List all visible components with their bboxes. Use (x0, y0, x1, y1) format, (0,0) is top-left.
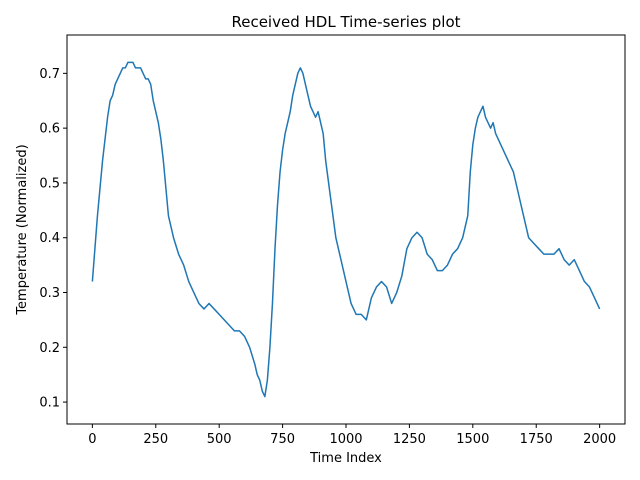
x-tick-label: 0 (88, 432, 96, 447)
y-axis-label: Temperature (Normalized) (15, 144, 30, 315)
x-tick-label: 250 (143, 432, 168, 447)
x-tick-label: 2000 (583, 432, 616, 447)
y-tick-label: 0.7 (39, 67, 60, 82)
plot-frame (66, 34, 626, 425)
y-tick-label: 0.1 (39, 396, 60, 411)
x-tick-label: 750 (270, 432, 295, 447)
y-axis: 0.1 0.2 0.3 0.4 0.5 0.6 0.7 (39, 67, 67, 411)
x-tick-label: 1000 (329, 432, 362, 447)
x-axis-label: Time Index (309, 451, 382, 466)
y-tick-label: 0.5 (39, 176, 60, 191)
x-tick-label: 500 (207, 432, 232, 447)
y-tick-label: 0.2 (39, 341, 60, 356)
series-line-0 (91, 61, 601, 398)
x-tick-label: 1250 (393, 432, 426, 447)
y-tick-label: 0.3 (39, 286, 60, 301)
x-axis: 0 250 500 750 1000 1250 1500 1750 2000 (88, 424, 616, 447)
chart-title: Received HDL Time-series plot (231, 13, 460, 31)
plot-area (91, 61, 601, 398)
x-tick-label: 1500 (456, 432, 489, 447)
y-tick-label: 0.4 (39, 231, 60, 246)
y-tick-label: 0.6 (39, 122, 60, 137)
x-tick-label: 1750 (520, 432, 553, 447)
